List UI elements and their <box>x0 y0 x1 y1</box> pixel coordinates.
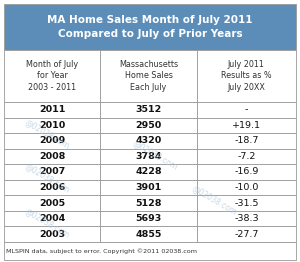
Text: 4320: 4320 <box>135 137 162 145</box>
Text: +19.1: +19.1 <box>232 121 261 130</box>
Bar <box>100 164 197 180</box>
Text: 5693: 5693 <box>135 214 162 223</box>
Bar <box>4 211 101 226</box>
Bar <box>4 180 101 195</box>
Text: @02038.com: @02038.com <box>24 206 72 239</box>
Text: MA Home Sales Month of July 2011
Compared to July of Prior Years: MA Home Sales Month of July 2011 Compare… <box>47 15 253 39</box>
Bar <box>100 149 197 164</box>
Text: 2005: 2005 <box>39 199 65 208</box>
Text: 3784: 3784 <box>135 152 162 161</box>
Bar <box>197 118 296 133</box>
Text: -: - <box>245 105 248 114</box>
Bar <box>100 133 197 149</box>
Text: 2003: 2003 <box>39 230 65 239</box>
Text: July 2011
Results as %
July 20XX: July 2011 Results as % July 20XX <box>221 60 272 92</box>
Bar <box>197 164 296 180</box>
Bar <box>4 226 101 242</box>
Text: -10.0: -10.0 <box>234 183 259 192</box>
Text: 3901: 3901 <box>135 183 162 192</box>
Text: 2007: 2007 <box>39 167 65 177</box>
Text: 5128: 5128 <box>135 199 162 208</box>
Text: 2004: 2004 <box>39 214 65 223</box>
Bar <box>100 118 197 133</box>
Bar <box>100 195 197 211</box>
Text: MLSPIN data, subject to error. Copyright ©2011 02038.com: MLSPIN data, subject to error. Copyright… <box>6 248 197 254</box>
Text: @02038.com: @02038.com <box>132 139 180 172</box>
Text: -38.3: -38.3 <box>234 214 259 223</box>
Bar <box>100 211 197 226</box>
Text: @02038.com: @02038.com <box>190 184 238 216</box>
Text: Month of July
for Year
2003 - 2011: Month of July for Year 2003 - 2011 <box>26 60 78 92</box>
Text: -31.5: -31.5 <box>234 199 259 208</box>
Bar <box>197 149 296 164</box>
Bar <box>100 180 197 195</box>
Text: 2950: 2950 <box>135 121 162 130</box>
Bar <box>4 195 101 211</box>
Bar <box>197 211 296 226</box>
Text: 2006: 2006 <box>39 183 65 192</box>
Text: 4855: 4855 <box>135 230 162 239</box>
Text: Massachusetts
Home Sales
Each July: Massachusetts Home Sales Each July <box>119 60 178 92</box>
Bar <box>197 50 296 102</box>
Text: 2010: 2010 <box>39 121 65 130</box>
Text: -16.9: -16.9 <box>234 167 259 177</box>
Text: -7.2: -7.2 <box>237 152 256 161</box>
Text: 2008: 2008 <box>39 152 65 161</box>
Bar <box>197 226 296 242</box>
Bar <box>197 195 296 211</box>
Text: -27.7: -27.7 <box>234 230 259 239</box>
Text: 2009: 2009 <box>39 137 65 145</box>
Bar <box>4 133 101 149</box>
Bar <box>100 226 197 242</box>
Text: -18.7: -18.7 <box>234 137 259 145</box>
Bar <box>4 164 101 180</box>
Text: @02038.com: @02038.com <box>24 118 72 151</box>
Text: 2011: 2011 <box>39 105 65 114</box>
Bar <box>4 102 101 118</box>
Bar <box>100 50 197 102</box>
Bar <box>4 50 101 102</box>
Bar <box>4 118 101 133</box>
Text: 4228: 4228 <box>135 167 162 177</box>
Bar <box>197 102 296 118</box>
Bar <box>197 133 296 149</box>
Bar <box>4 4 296 50</box>
Bar <box>100 102 197 118</box>
Text: @02038.com: @02038.com <box>24 161 72 194</box>
Text: 3512: 3512 <box>135 105 162 114</box>
Bar <box>4 149 101 164</box>
Bar <box>4 242 296 260</box>
Bar <box>197 180 296 195</box>
